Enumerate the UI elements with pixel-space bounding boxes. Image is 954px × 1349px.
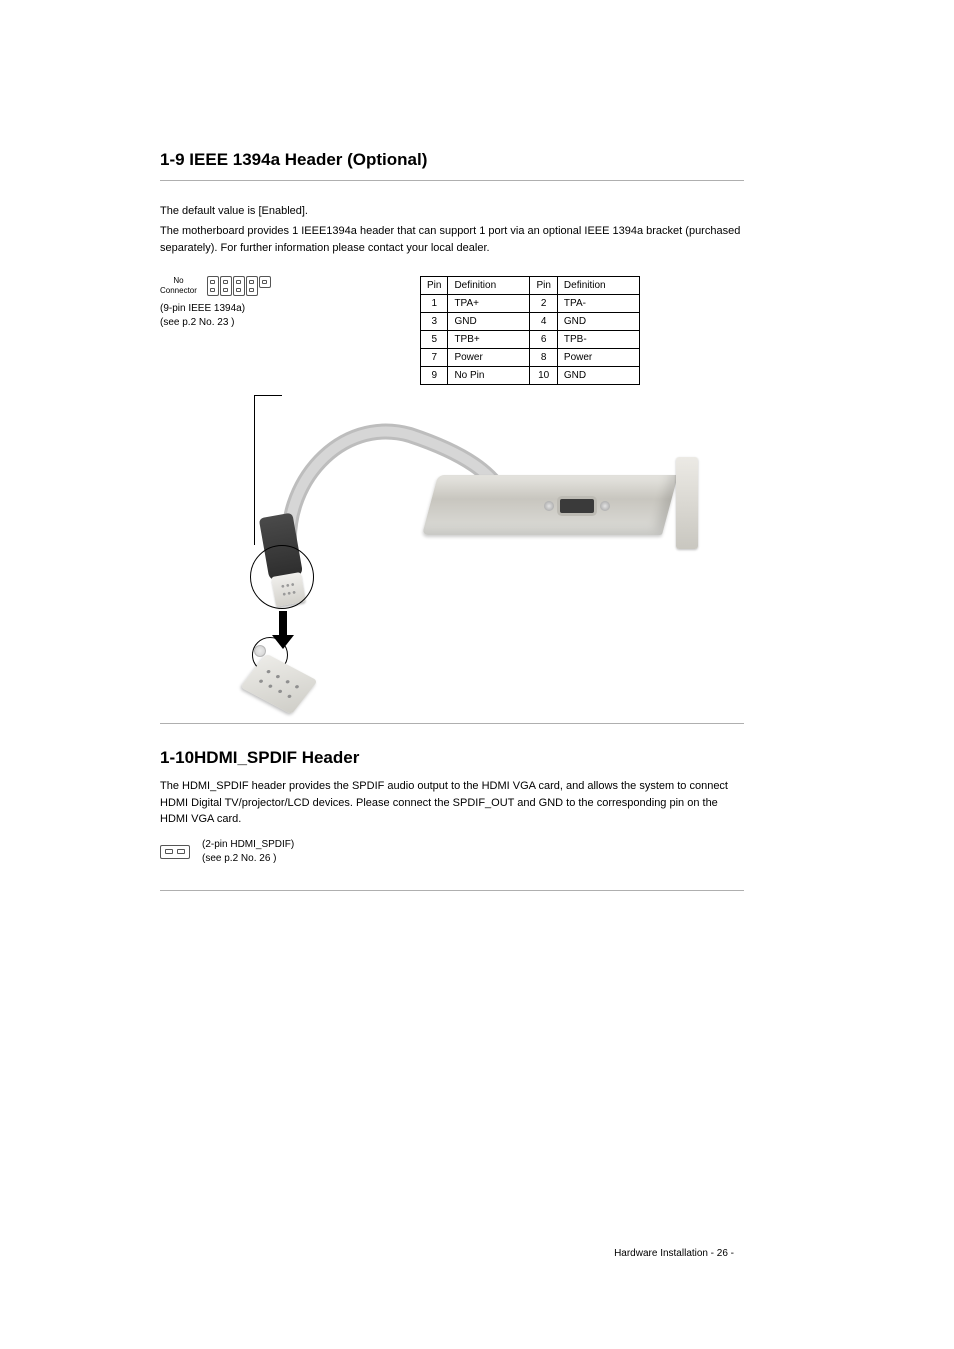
ieee-header-and-table: NoConnector (9-pin IEEE 1394a)(see p.2 N… — [160, 276, 744, 385]
motherboard-header-icon — [240, 654, 317, 715]
col-def-2: Definition — [557, 277, 639, 295]
ieee-header-caption: (9-pin IEEE 1394a)(see p.2 No. 23 ) — [160, 302, 360, 330]
hda-caption: (2-pin HDMI_SPDIF)(see p.2 No. 26 ) — [202, 838, 294, 866]
footer-text: Hardware Installation — [408, 1248, 708, 1259]
leader-line — [254, 395, 282, 396]
page-number: - 26 - — [711, 1248, 734, 1259]
separator — [160, 890, 744, 891]
ieee-header-diagram: NoConnector (9-pin IEEE 1394a)(see p.2 N… — [160, 276, 360, 330]
pci-bracket-icon — [430, 465, 690, 545]
hda-header-row: (2-pin HDMI_SPDIF)(see p.2 No. 26 ) — [160, 838, 744, 866]
pin-header-icon — [207, 276, 271, 296]
pin-definition-table: Pin Definition Pin Definition 1 TPA+ 2 T… — [420, 276, 640, 385]
separator — [160, 723, 744, 724]
table-row: 9 No Pin 10 GND — [421, 367, 640, 385]
content-area: 1-9 IEEE 1394a Header (Optional) The def… — [160, 150, 744, 915]
table-row: 1 TPA+ 2 TPA- — [421, 295, 640, 313]
page: 1-9 IEEE 1394a Header (Optional) The def… — [0, 0, 954, 1349]
table-row: 5 TPB+ 6 TPB- — [421, 331, 640, 349]
col-pin-1: Pin — [421, 277, 448, 295]
separator — [160, 180, 744, 181]
pin-table-body: 1 TPA+ 2 TPA- 3 GND 4 GND 5 TPB+ 6 — [421, 295, 640, 385]
ieee-subtitle: The default value is [Enabled]. — [160, 205, 744, 217]
col-def-1: Definition — [448, 277, 530, 295]
no-connector-label: NoConnector — [160, 276, 197, 295]
table-row: 3 GND 4 GND — [421, 313, 640, 331]
ieee-section-title: 1-9 IEEE 1394a Header (Optional) — [160, 150, 744, 170]
col-pin-2: Pin — [530, 277, 557, 295]
hda-body: The HDMI_SPDIF header provides the SPDIF… — [160, 778, 744, 828]
two-pin-header-icon — [160, 845, 190, 859]
callout-circle-icon — [250, 545, 314, 609]
leader-line — [254, 395, 255, 545]
table-row: 7 Power 8 Power — [421, 349, 640, 367]
hda-section-title: 1-10HDMI_SPDIF Header — [160, 748, 744, 768]
ieee-bracket-illustration — [250, 395, 670, 715]
table-header-row: Pin Definition Pin Definition — [421, 277, 640, 295]
ieee-body: The motherboard provides 1 IEEE1394a hea… — [160, 223, 744, 256]
